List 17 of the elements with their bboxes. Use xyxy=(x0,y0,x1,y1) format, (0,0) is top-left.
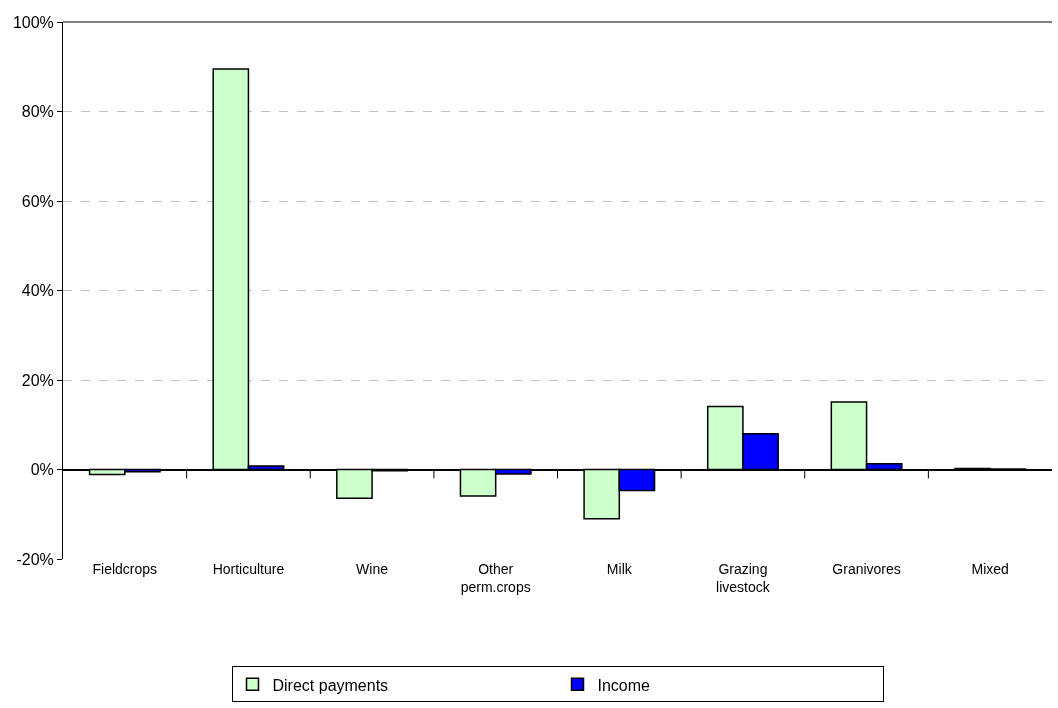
x-tick-label: Granivores xyxy=(832,561,901,577)
y-tick-label: 80% xyxy=(21,103,54,121)
y-tick-label: -20% xyxy=(16,550,54,568)
y-tick-label: 0% xyxy=(30,461,54,479)
x-tick-label: Horticulture xyxy=(212,561,285,577)
y-tick-label: 40% xyxy=(21,282,54,300)
y-tick-label: 100% xyxy=(12,13,54,31)
x-tick-label: Wine xyxy=(356,561,389,577)
x-tick-label: Fieldcrops xyxy=(92,561,158,577)
legend-label: Direct payments xyxy=(272,676,389,694)
x-tick-label: Other perm.crops xyxy=(460,561,531,596)
y-tick-label: 20% xyxy=(21,371,54,389)
y-tick-label: 60% xyxy=(21,192,54,210)
legend-label: Income xyxy=(597,676,651,694)
x-tick-label: Milk xyxy=(606,561,633,577)
x-tick-label: Mixed xyxy=(971,561,1009,577)
x-tick-label: Grazing livestock xyxy=(716,561,771,596)
